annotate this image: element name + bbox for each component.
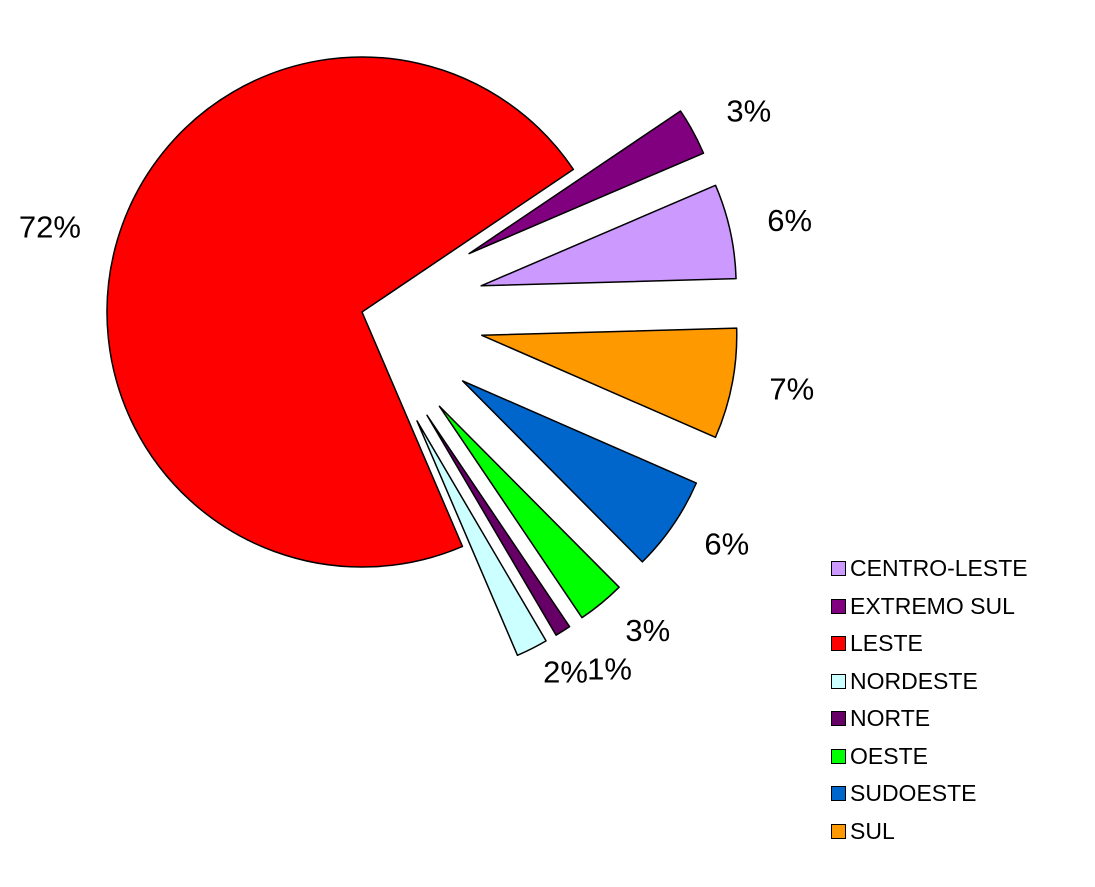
data-label-sudoeste: 6%: [704, 527, 749, 562]
legend-item: CENTRO-LESTE: [831, 550, 1091, 588]
legend-item: LESTE: [831, 625, 1091, 663]
pie-slice-oeste: [438, 405, 620, 619]
data-label-centro-leste: 6%: [767, 203, 812, 238]
pie-slice-norte: [426, 414, 571, 636]
legend-swatch: [831, 636, 846, 652]
pie-slice-centro-leste: [480, 184, 737, 287]
legend-item: OESTE: [831, 738, 1091, 776]
data-label-oeste: 3%: [625, 613, 670, 648]
pie-slice-sul: [481, 327, 738, 439]
data-label-sul: 7%: [769, 371, 814, 406]
data-label-extremo-sul: 3%: [726, 93, 771, 128]
legend-item: NORTE: [831, 700, 1091, 738]
legend-label: SUL: [850, 817, 895, 844]
pie-slice-extremo-sul: [468, 110, 705, 255]
legend-item: SUL: [831, 813, 1091, 851]
legend-item: EXTREMO SUL: [831, 588, 1091, 626]
chart-legend: CENTRO-LESTE EXTREMO SUL LESTE NORDESTE …: [831, 550, 1091, 850]
legend-item: SUDOESTE: [831, 775, 1091, 813]
legend-swatch: [831, 748, 846, 764]
data-label-nordeste: 2%: [543, 655, 588, 690]
data-label-leste: 72%: [19, 209, 81, 244]
data-label-norte: 1%: [587, 651, 632, 686]
pie-slices: [106, 56, 738, 657]
legend-label: LESTE: [850, 630, 923, 657]
legend-swatch: [831, 711, 846, 727]
pie-slice-leste: [106, 56, 575, 568]
pie-slice-sudoeste: [461, 380, 698, 563]
legend-label: SUDOESTE: [850, 780, 977, 807]
legend-label: EXTREMO SUL: [850, 592, 1015, 619]
legend-swatch: [831, 823, 846, 839]
legend-swatch: [831, 673, 846, 689]
legend-swatch: [831, 598, 846, 614]
pie-slice-nordeste: [416, 420, 547, 657]
legend-label: NORDESTE: [850, 667, 978, 694]
legend-label: OESTE: [850, 742, 928, 769]
legend-label: NORTE: [850, 705, 931, 732]
legend-swatch: [831, 561, 846, 577]
legend-swatch: [831, 786, 846, 802]
pie-data-labels: 72%2% 1%3%6%7%6%3%: [19, 93, 814, 689]
legend-item: NORDESTE: [831, 663, 1091, 701]
legend-label: CENTRO-LESTE: [850, 555, 1028, 582]
